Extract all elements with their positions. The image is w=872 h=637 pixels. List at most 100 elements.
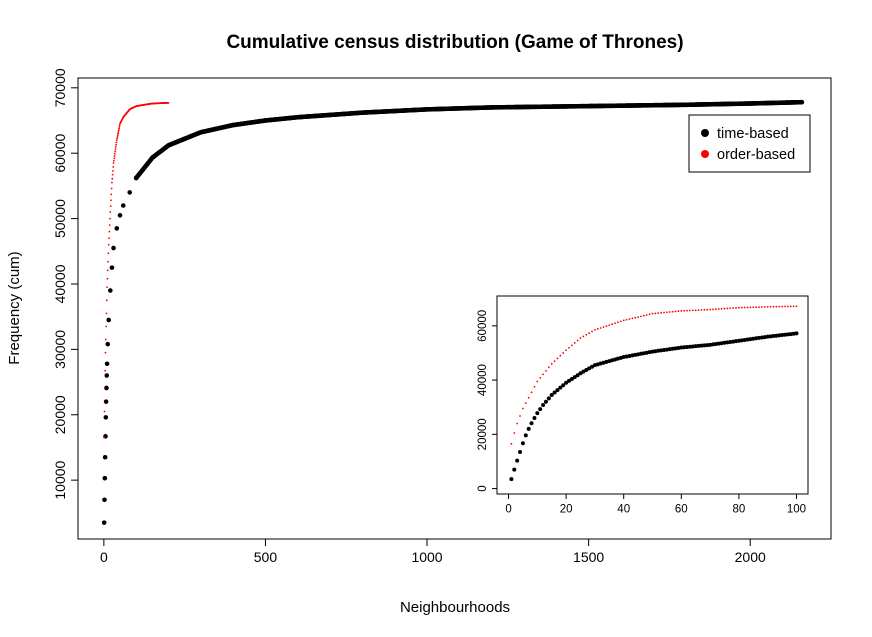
x-tick-label: 1000 xyxy=(411,549,442,565)
main-y-axis: 10000 20000 30000 40000 50000 60000 70000 xyxy=(52,68,79,500)
point-order-based xyxy=(104,338,107,341)
inset-point-order-based xyxy=(573,342,576,344)
inset-x-axis: 0 20 40 60 80 100 xyxy=(505,493,806,516)
inset-point-order-based xyxy=(706,308,709,311)
inset-point-order-based xyxy=(657,312,660,314)
point-order-based xyxy=(107,260,109,263)
x-tick-label: 40 xyxy=(617,504,630,516)
point-order-based xyxy=(109,211,112,213)
point-order-based xyxy=(114,148,117,151)
inset-point-time-based xyxy=(690,344,695,349)
inset-point-order-based xyxy=(622,319,625,322)
point-order-based xyxy=(104,351,107,354)
inset-point-time-based xyxy=(515,458,520,463)
inset-point-time-based xyxy=(535,411,540,416)
inset-point-order-based xyxy=(694,309,697,312)
point-time-based xyxy=(102,497,107,503)
point-order-based xyxy=(116,137,119,140)
inset-point-time-based xyxy=(575,373,580,378)
inset-point-order-based xyxy=(674,310,677,313)
inset-point-order-based xyxy=(576,339,579,342)
main-x-axis: 0 500 1000 1500 2000 xyxy=(100,538,766,565)
point-order-based xyxy=(103,436,106,439)
inset-point-order-based xyxy=(749,306,752,309)
inset-y-axis: 0 20000 40000 60000 xyxy=(477,310,498,492)
inset-point-order-based xyxy=(763,306,766,308)
point-order-based xyxy=(111,173,114,176)
point-order-based xyxy=(117,132,119,135)
legend: time-based order-based xyxy=(688,114,811,173)
inset-point-order-based xyxy=(778,305,781,308)
inset-point-time-based xyxy=(509,477,514,482)
inset-point-order-based xyxy=(565,349,568,352)
x-tick-label: 80 xyxy=(732,504,745,516)
point-order-based xyxy=(116,134,119,137)
inset-point-order-based xyxy=(625,318,628,321)
inset-point-order-based xyxy=(516,422,519,425)
x-tick-label: 2000 xyxy=(735,549,766,565)
inset-point-order-based xyxy=(755,306,758,309)
inset-point-order-based xyxy=(689,309,691,312)
inset-point-order-based xyxy=(545,369,547,372)
point-order-based xyxy=(116,135,119,138)
inset-point-time-based xyxy=(687,344,692,349)
inset-point-order-based xyxy=(772,305,775,308)
point-time-based xyxy=(104,373,110,378)
inset-point-order-based xyxy=(640,315,642,318)
inset-point-order-based xyxy=(542,373,544,376)
point-order-based xyxy=(115,143,118,146)
main-series-time-based xyxy=(101,99,805,525)
inset-point-order-based xyxy=(648,313,651,316)
inset-point-order-based xyxy=(651,312,654,315)
legend-label-order-based: order-based xyxy=(717,147,795,163)
inset-point-order-based xyxy=(677,310,680,313)
point-time-based xyxy=(102,475,108,481)
y-tick-label: 20000 xyxy=(477,418,489,450)
inset-point-time-based xyxy=(518,449,523,454)
inset-point-time-based xyxy=(566,378,571,383)
inset-series-time-based xyxy=(509,331,799,482)
point-order-based xyxy=(108,237,110,240)
legend-marker-order-based xyxy=(701,150,709,158)
inset-point-time-based xyxy=(558,385,563,390)
inset-point-time-based xyxy=(561,383,566,388)
point-order-based xyxy=(113,152,116,155)
point-order-based xyxy=(107,243,110,246)
inset-point-order-based xyxy=(732,307,735,309)
inset-point-order-based xyxy=(746,306,749,309)
inset-point-time-based xyxy=(685,344,690,349)
inset-point-order-based xyxy=(605,325,608,328)
inset-point-order-based xyxy=(570,344,573,347)
inset-point-time-based xyxy=(532,416,537,421)
point-order-based xyxy=(106,277,109,280)
inset-point-time-based xyxy=(541,403,546,408)
point-time-based xyxy=(114,226,120,231)
inset-point-order-based xyxy=(654,312,657,315)
inset-point-order-based xyxy=(585,333,588,336)
inset-point-order-based xyxy=(668,311,671,313)
inset-point-order-based xyxy=(579,337,582,339)
y-tick-label: 30000 xyxy=(52,330,68,369)
inset-point-order-based xyxy=(637,316,640,318)
point-time-based xyxy=(103,415,109,420)
y-tick-label: 60000 xyxy=(52,134,68,173)
inset-point-time-based xyxy=(696,343,701,348)
inset-point-order-based xyxy=(533,385,536,388)
point-time-based xyxy=(104,361,110,367)
legend-box xyxy=(688,114,811,173)
inset-point-order-based xyxy=(524,402,527,405)
inset-point-order-based xyxy=(513,432,516,434)
point-time-based xyxy=(109,265,115,270)
inset-point-order-based xyxy=(562,352,565,354)
inset-point-order-based xyxy=(663,311,665,314)
inset-point-time-based xyxy=(512,467,517,472)
point-time-based xyxy=(102,454,108,460)
inset-plot-frame xyxy=(496,295,809,495)
point-order-based xyxy=(105,299,108,302)
inset-point-order-based xyxy=(602,326,605,328)
inset-point-order-based xyxy=(631,317,634,320)
inset-point-order-based xyxy=(628,318,631,320)
inset-point-order-based xyxy=(530,391,533,394)
inset-point-order-based xyxy=(723,307,726,310)
inset-series-order-based xyxy=(510,305,798,445)
